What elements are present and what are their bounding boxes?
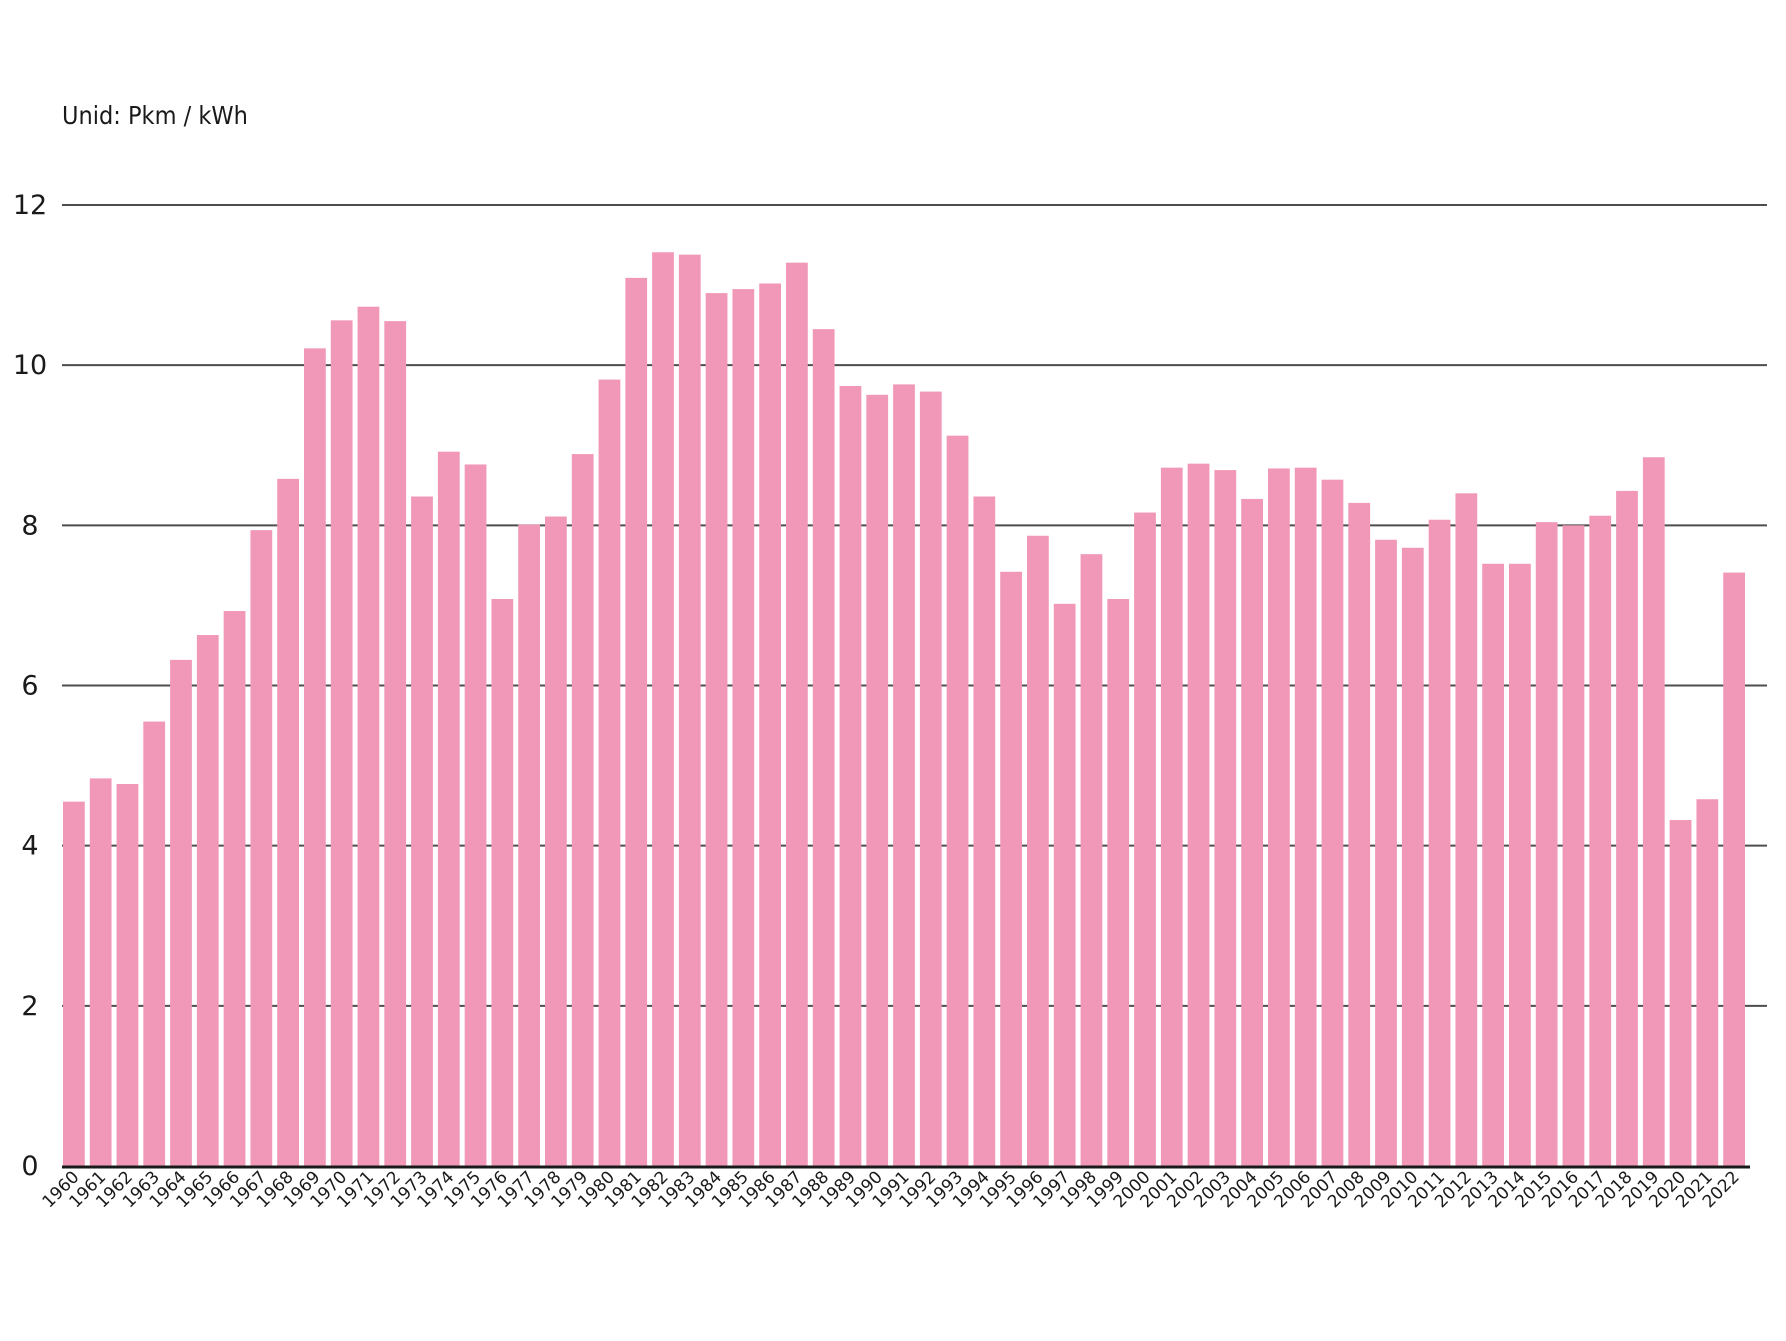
bar-1997 — [1053, 603, 1076, 1166]
bar-1980 — [598, 379, 621, 1167]
bar-1998 — [1080, 554, 1103, 1166]
bar-2006 — [1294, 467, 1317, 1166]
bar-1995 — [1000, 571, 1022, 1166]
bar-1977 — [518, 524, 540, 1166]
bar-2021 — [1696, 799, 1719, 1166]
y-axis-ticks: 0 2 4 6 8 10 12 — [13, 190, 47, 1182]
bar-1990 — [866, 394, 889, 1166]
bar-1982 — [652, 252, 674, 1166]
y-tick-label: 2 — [21, 991, 38, 1022]
y-tick-label: 6 — [21, 671, 38, 702]
bar-1999 — [1107, 599, 1130, 1166]
bar-1981 — [625, 277, 648, 1166]
y-tick-label: 8 — [21, 510, 38, 541]
bar-1988 — [812, 329, 835, 1166]
bar-2001 — [1160, 467, 1183, 1166]
bar-2012 — [1455, 493, 1478, 1166]
bar-1978 — [545, 516, 567, 1166]
bar-1979 — [571, 454, 594, 1166]
bar-1963 — [143, 721, 166, 1166]
bar-1964 — [170, 659, 192, 1166]
bar-1966 — [223, 611, 246, 1166]
x-axis-ticks: 1960196119621963196419651966196719681969… — [39, 1167, 1744, 1212]
bar-1961 — [89, 778, 112, 1166]
bar-2010 — [1401, 547, 1424, 1166]
bar-2011 — [1428, 519, 1451, 1166]
unit-label: Unid: Pkm / kWh — [62, 101, 248, 130]
bar-2004 — [1241, 498, 1263, 1166]
bars — [63, 252, 1745, 1167]
bar-2002 — [1187, 463, 1210, 1166]
bar-2015 — [1535, 522, 1558, 1166]
bar-1992 — [919, 391, 942, 1167]
bar-1993 — [946, 435, 969, 1166]
bar-1987 — [786, 262, 808, 1166]
bar-1968 — [277, 478, 299, 1166]
bar-2000 — [1134, 512, 1156, 1166]
bar-1986 — [759, 283, 781, 1167]
bar-1960 — [63, 801, 85, 1166]
bar-1971 — [357, 306, 380, 1167]
bar-2020 — [1669, 820, 1692, 1166]
bar-2007 — [1321, 479, 1344, 1166]
bar-2003 — [1214, 470, 1237, 1167]
bar-2008 — [1348, 502, 1371, 1166]
bar-1970 — [330, 320, 353, 1166]
bar-1972 — [384, 321, 407, 1166]
bar-1969 — [304, 348, 326, 1167]
bar-1991 — [893, 384, 915, 1166]
bar-1984 — [705, 293, 728, 1167]
bar-2022 — [1723, 572, 1745, 1166]
bar-2018 — [1616, 490, 1638, 1166]
bar-2017 — [1589, 515, 1612, 1166]
bar-1967 — [250, 530, 273, 1166]
y-tick-label: 0 — [21, 1151, 38, 1182]
bar-2009 — [1375, 539, 1397, 1166]
bar-1975 — [464, 464, 487, 1167]
bar-2013 — [1482, 563, 1504, 1166]
y-tick-label: 12 — [13, 190, 47, 221]
bar-1976 — [491, 599, 514, 1166]
bar-1973 — [411, 496, 433, 1166]
bar-1994 — [973, 496, 996, 1166]
bar-1996 — [1027, 535, 1049, 1166]
bar-2014 — [1509, 563, 1531, 1166]
bar-2016 — [1562, 525, 1585, 1166]
bar-1985 — [732, 289, 755, 1167]
y-tick-label: 10 — [13, 350, 47, 381]
bar-1965 — [196, 635, 219, 1166]
bar-2005 — [1268, 468, 1290, 1167]
bar-2019 — [1642, 457, 1665, 1166]
bar-1962 — [116, 784, 139, 1166]
y-tick-label: 4 — [21, 831, 38, 862]
bar-1974 — [437, 451, 460, 1166]
bar-1983 — [678, 254, 701, 1166]
bar-1989 — [839, 385, 862, 1166]
